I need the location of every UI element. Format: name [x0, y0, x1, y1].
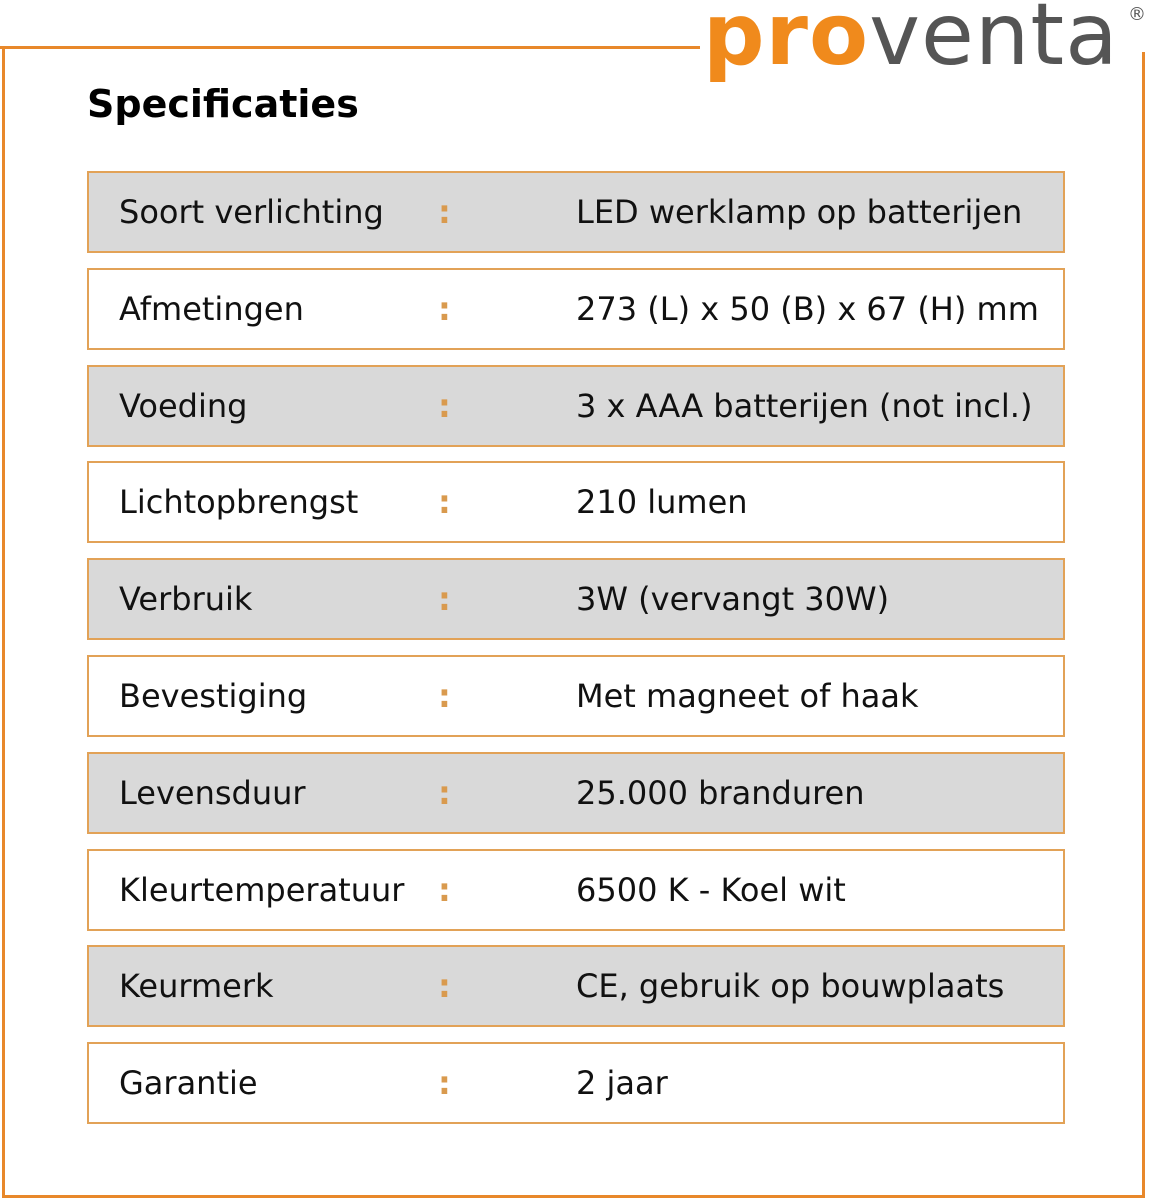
spec-label: Bevestiging — [119, 677, 308, 715]
spec-row: Bevestiging: Met magneet of haak — [87, 655, 1065, 737]
spec-separator: : — [438, 677, 451, 715]
spec-value: 25.000 branduren — [576, 773, 865, 812]
spec-separator: : — [438, 386, 451, 425]
spec-separator: : — [438, 1064, 451, 1103]
spec-row: Garantie: 2 jaar — [87, 1042, 1065, 1125]
spec-separator: : — [438, 483, 451, 522]
spec-value: LED werklamp op batterijen — [576, 193, 1023, 231]
spec-value: 210 lumen — [576, 483, 748, 522]
spec-row: Verbruik: 3W (vervangt 30W) — [87, 558, 1065, 641]
spec-row: Keurmerk: CE, gebruik op bouwplaats — [87, 945, 1065, 1028]
spec-separator: : — [438, 580, 451, 619]
page-title: Specificaties — [87, 82, 359, 126]
spec-value: CE, gebruik op bouwplaats — [576, 967, 1005, 1006]
frame-border-left — [2, 46, 5, 1198]
proventa-logo: proventa ® — [703, 0, 1146, 78]
spec-separator: : — [438, 967, 451, 1006]
spec-row: Levensduur: 25.000 branduren — [87, 751, 1065, 834]
spec-value: 3 x AAA batterijen (not incl.) — [576, 386, 1033, 425]
spec-label: Kleurtemperatuur — [119, 870, 405, 909]
spec-separator: : — [438, 870, 451, 909]
spec-label: Soort verlichting — [119, 193, 384, 231]
spec-separator: : — [438, 193, 451, 231]
spec-label: Keurmerk — [119, 967, 274, 1006]
spec-value: 3W (vervangt 30W) — [576, 580, 890, 619]
spec-label: Verbruik — [119, 580, 253, 619]
spec-separator: : — [438, 289, 451, 328]
frame-border-top — [0, 46, 700, 49]
spec-value: 6500 K - Koel wit — [576, 870, 846, 909]
spec-row: Afmetingen: 273 (L) x 50 (B) x 67 (H) mm — [87, 267, 1065, 350]
logo-venta: venta — [869, 0, 1119, 85]
spec-row: Soort verlichting: LED werklamp op batter… — [87, 171, 1065, 253]
spec-row: Lichtopbrengst: 210 lumen — [87, 461, 1065, 544]
frame-border-right — [1142, 52, 1145, 1198]
spec-separator: : — [438, 773, 451, 812]
spec-label: Afmetingen — [119, 289, 304, 328]
logo-pro: pro — [703, 0, 870, 85]
registered-mark: ® — [1128, 4, 1147, 25]
spec-label: Voeding — [119, 386, 248, 425]
spec-label: Levensduur — [119, 773, 306, 812]
spec-label: Garantie — [119, 1064, 258, 1103]
spec-value: Met magneet of haak — [576, 677, 919, 715]
frame-border-bottom — [2, 1195, 1145, 1198]
spec-row: Voeding: 3 x AAA batterijen (not incl.) — [87, 364, 1065, 447]
spec-value: 2 jaar — [576, 1064, 668, 1103]
spec-value: 273 (L) x 50 (B) x 67 (H) mm — [576, 289, 1039, 328]
spec-label: Lichtopbrengst — [119, 483, 359, 522]
spec-row: Kleurtemperatuur: 6500 K - Koel wit — [87, 848, 1065, 931]
